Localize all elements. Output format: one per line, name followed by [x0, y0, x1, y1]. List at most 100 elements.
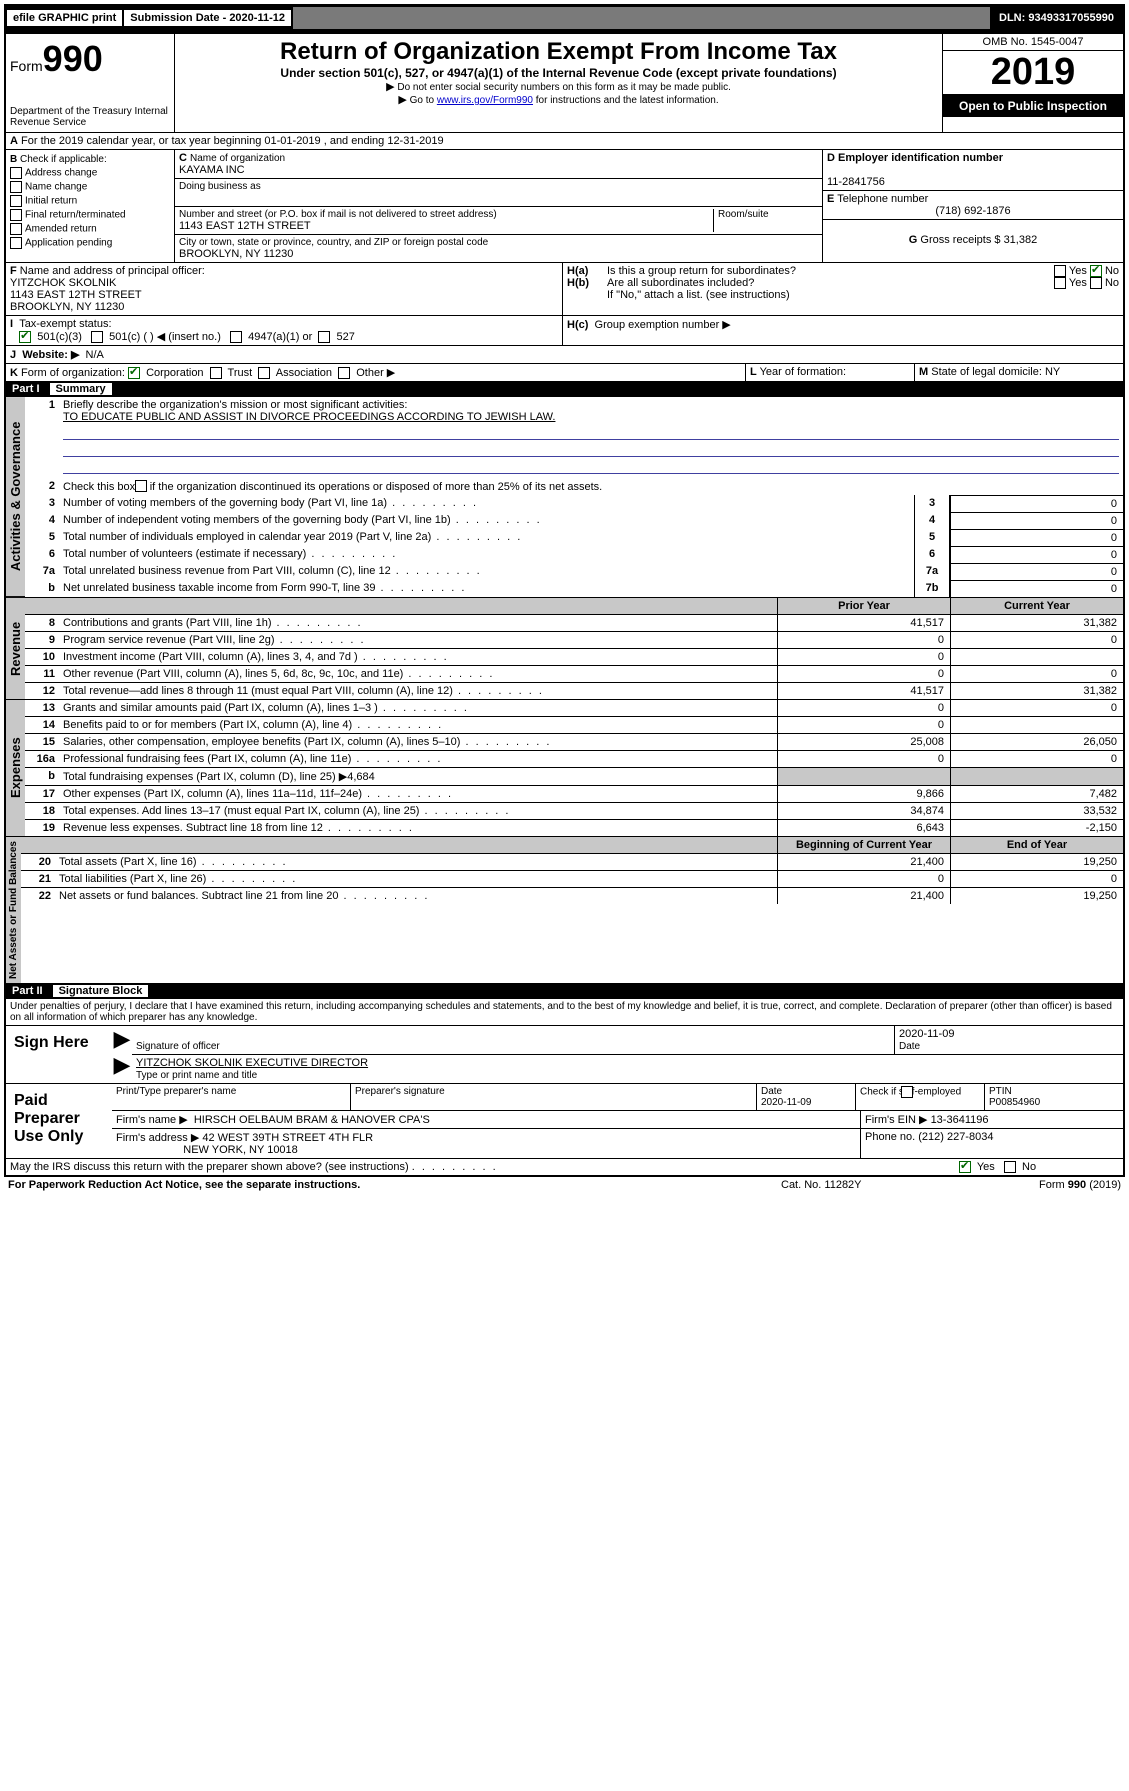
firm-addr: Firm's address ▶ 42 WEST 39TH STREET 4TH…: [112, 1129, 861, 1158]
k-trust[interactable]: [210, 367, 222, 379]
line-18: 18Total expenses. Add lines 13–17 (must …: [25, 803, 1123, 820]
line-b: bTotal fundraising expenses (Part IX, co…: [25, 768, 1123, 786]
line-12: 12Total revenue—add lines 8 through 11 (…: [25, 683, 1123, 699]
line-16a: 16aProfessional fundraising fees (Part I…: [25, 751, 1123, 768]
sign-here: Sign Here: [6, 1026, 112, 1083]
prep-sig-lbl: Preparer's signature: [351, 1084, 757, 1110]
note-ssn: ▶ Do not enter social security numbers o…: [179, 80, 938, 93]
irs-link[interactable]: www.irs.gov/Form990: [437, 95, 533, 106]
k-corp[interactable]: [128, 367, 140, 379]
open-inspection: Open to Public Inspection: [943, 95, 1123, 117]
cat-no: Cat. No. 11282Y: [781, 1179, 981, 1191]
line-8: 8Contributions and grants (Part VIII, li…: [25, 615, 1123, 632]
ptin: PTINP00854960: [985, 1084, 1123, 1110]
line-5: 5Total number of individuals employed in…: [25, 529, 1123, 546]
line-22: 22Net assets or fund balances. Subtract …: [21, 888, 1123, 904]
phone: (718) 692-1876: [827, 205, 1119, 217]
dept: Department of the Treasury Internal Reve…: [10, 106, 170, 128]
dba: Doing business as: [175, 179, 822, 207]
ha-yes[interactable]: [1054, 265, 1066, 277]
line-17: 17Other expenses (Part IX, column (A), l…: [25, 786, 1123, 803]
block-D: D Employer identification number 11-2841…: [823, 150, 1123, 191]
gross-receipts: 31,382: [1004, 234, 1038, 246]
tab-governance: Activities & Governance: [6, 397, 25, 597]
527-check[interactable]: [318, 331, 330, 343]
block-F: F Name and address of principal officer:…: [6, 263, 563, 315]
line-11: 11Other revenue (Part VIII, column (A), …: [25, 666, 1123, 683]
line1: Briefly describe the organization's miss…: [59, 397, 1123, 478]
line2: Check this box ▶ if the organization dis…: [59, 478, 1123, 495]
check-amended-return[interactable]: Amended return: [10, 223, 170, 235]
org-name: KAYAMA INC: [179, 164, 245, 176]
line-b: bNet unrelated business taxable income f…: [25, 580, 1123, 597]
tab-revenue: Revenue: [6, 598, 25, 699]
line2-check[interactable]: [135, 480, 147, 492]
line-4: 4Number of independent voting members of…: [25, 512, 1123, 529]
block-H: H(a)Is this a group return for subordina…: [563, 263, 1123, 315]
block-G: G Gross receipts $ 31,382: [823, 220, 1123, 248]
firm-name: Firm's name ▶ HIRSCH OELBAUM BRAM & HANO…: [112, 1111, 861, 1128]
col-prior: Prior Year: [777, 598, 950, 614]
col-beginning: Beginning of Current Year: [777, 837, 950, 853]
self-emp: Check if self-employed: [856, 1084, 985, 1110]
firm-phone: Phone no. (212) 227-8034: [861, 1129, 1123, 1158]
firm-ein: Firm's EIN ▶ 13-3641196: [861, 1111, 1123, 1128]
check-name-change[interactable]: Name change: [10, 181, 170, 193]
check-address-change[interactable]: Address change: [10, 167, 170, 179]
sig-date: 2020-11-09: [899, 1028, 954, 1040]
arrow-icon: ▶▶: [112, 1026, 132, 1083]
form-subtitle: Under section 501(c), 527, or 4947(a)(1)…: [179, 66, 938, 80]
prep-date: Date2020-11-09: [757, 1084, 856, 1110]
501c3-check[interactable]: [19, 331, 31, 343]
line-21: 21Total liabilities (Part X, line 26)00: [21, 871, 1123, 888]
tax-year: 2019: [943, 51, 1123, 95]
4947-check[interactable]: [230, 331, 242, 343]
form-number: Form990: [10, 38, 170, 80]
tab-netassets: Net Assets or Fund Balances: [6, 837, 21, 983]
k-other[interactable]: [338, 367, 350, 379]
hb-yes[interactable]: [1054, 277, 1066, 289]
block-L: L Year of formation:: [746, 364, 915, 381]
line-A: A For the 2019 calendar year, or tax yea…: [6, 133, 448, 149]
block-C: C Name of organization KAYAMA INC: [175, 150, 822, 179]
line-9: 9Program service revenue (Part VIII, lin…: [25, 632, 1123, 649]
block-M: M State of legal domicile: NY: [915, 364, 1123, 381]
dln: DLN: 93493317055990: [991, 10, 1122, 26]
ha-no[interactable]: [1090, 265, 1102, 277]
check-application-pending[interactable]: Application pending: [10, 237, 170, 249]
block-K: K Form of organization: Corporation Trus…: [6, 364, 746, 381]
selfemp-check[interactable]: [901, 1086, 913, 1098]
discuss-no[interactable]: [1004, 1161, 1016, 1173]
part-ii-header: Part IISignature Block: [6, 983, 1123, 999]
col-end: End of Year: [950, 837, 1123, 853]
discuss-ans: Yes No: [955, 1159, 1123, 1175]
line-7a: 7aTotal unrelated business revenue from …: [25, 563, 1123, 580]
paid-preparer: Paid Preparer Use Only: [6, 1084, 112, 1158]
omb: OMB No. 1545-0047: [943, 34, 1123, 51]
note-link: ▶ Go to www.irs.gov/Form990 for instruct…: [179, 93, 938, 106]
check-initial-return[interactable]: Initial return: [10, 195, 170, 207]
501c-check[interactable]: [91, 331, 103, 343]
part-i-header: Part ISummary: [6, 381, 1123, 397]
hb-no[interactable]: [1090, 277, 1102, 289]
block-J: J Website: ▶ N/A: [6, 346, 108, 363]
col-current: Current Year: [950, 598, 1123, 614]
officer-typed: YITZCHOK SKOLNIK EXECUTIVE DIRECTOR: [136, 1057, 368, 1069]
line-10: 10Investment income (Part VIII, column (…: [25, 649, 1123, 666]
block-I: I Tax-exempt status: 501(c)(3) 501(c) ( …: [6, 316, 563, 345]
discuss-q: May the IRS discuss this return with the…: [6, 1159, 955, 1175]
discuss-yes[interactable]: [959, 1161, 971, 1173]
pra-notice: For Paperwork Reduction Act Notice, see …: [8, 1179, 781, 1191]
check-final-return-terminated[interactable]: Final return/terminated: [10, 209, 170, 221]
form-outer: Form990 Department of the Treasury Inter…: [4, 32, 1125, 1177]
street: 1143 EAST 12TH STREET: [179, 220, 713, 232]
k-assoc[interactable]: [258, 367, 270, 379]
form-footer: Form 990 (2019): [981, 1179, 1121, 1191]
form-title: Return of Organization Exempt From Incom…: [179, 38, 938, 66]
block-E: E Telephone number (718) 692-1876: [823, 191, 1123, 220]
addr-row: Number and street (or P.O. box if mail i…: [175, 207, 822, 235]
room-suite: Room/suite: [713, 209, 818, 232]
efile-label[interactable]: efile GRAPHIC print: [7, 10, 122, 26]
top-bar: efile GRAPHIC print Submission Date - 20…: [4, 4, 1125, 32]
ein: 11-2841756: [827, 176, 885, 188]
